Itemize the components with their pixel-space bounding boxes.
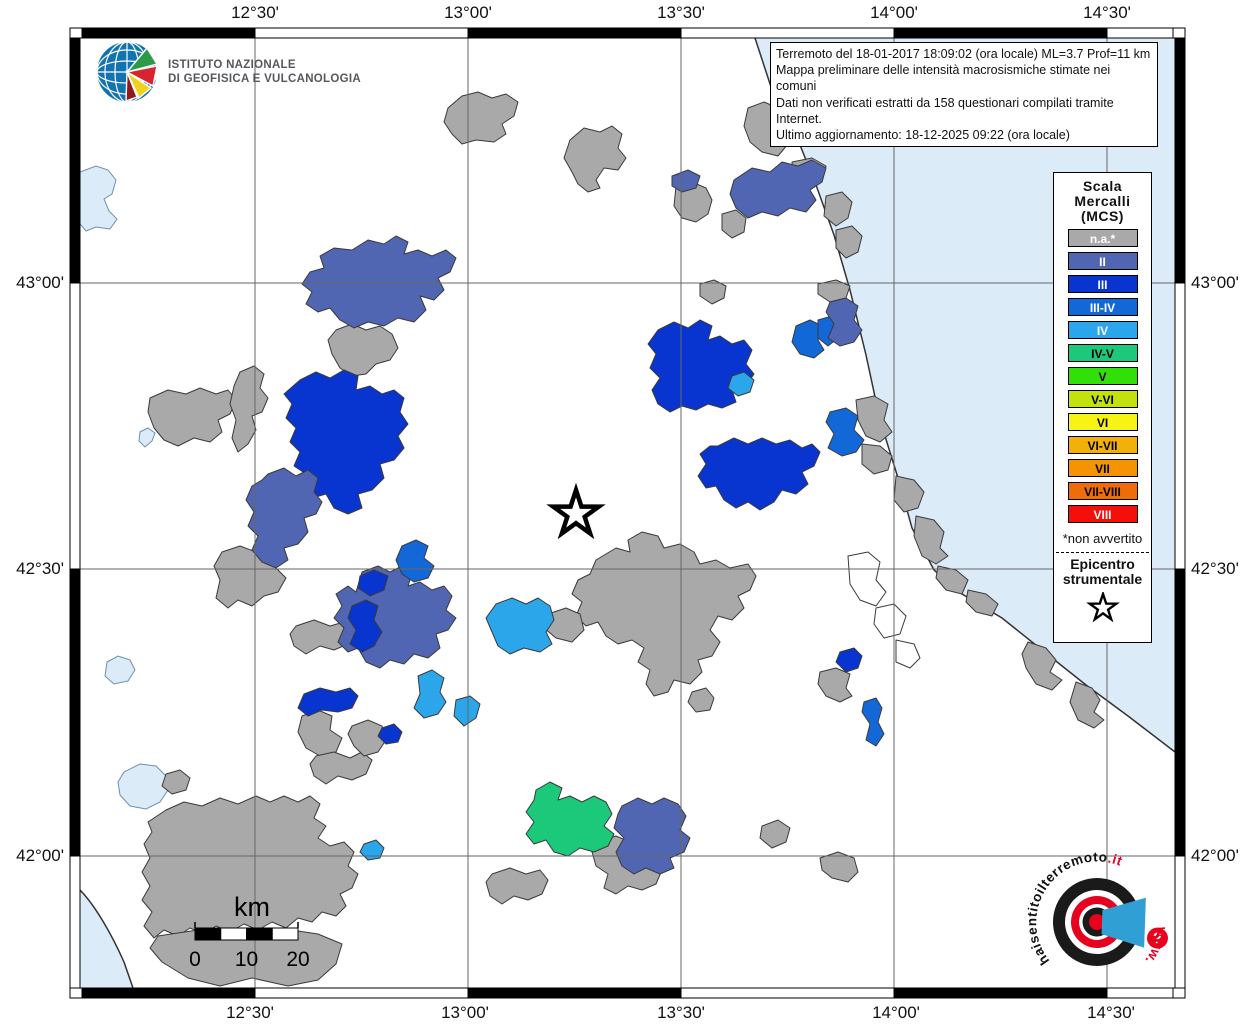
municipalities-not-felt bbox=[141, 91, 1105, 987]
ingv-globe-icon bbox=[96, 41, 159, 103]
scale-bar: km 0 10 20 bbox=[189, 892, 310, 971]
scale-bar-unit: km bbox=[234, 892, 270, 922]
ingv-logo: ISTITUTO NAZIONALE DI GEOFISICA E VULCAN… bbox=[95, 40, 361, 104]
legend-epicenter-star-icon bbox=[1085, 592, 1120, 623]
legend-divider bbox=[1056, 552, 1149, 553]
legend-swatch-VII-VIII: VII-VIII bbox=[1067, 482, 1138, 500]
legend-swatch-III: III bbox=[1067, 275, 1138, 293]
axis-right-42-30: 42°30' bbox=[1191, 559, 1239, 578]
axis-bottom-13-30: 13°30' bbox=[657, 1003, 705, 1022]
municipalities-intensity bbox=[245, 159, 885, 875]
axis-top-14-30: 14°30' bbox=[1083, 3, 1131, 22]
tyrrhenian-coastline bbox=[80, 889, 134, 988]
legend-title: Scala Mercalli (MCS) bbox=[1074, 178, 1131, 224]
legend-swatch-IV: IV bbox=[1067, 321, 1138, 339]
axis-left-42-00: 42°00' bbox=[16, 846, 64, 865]
legend-swatch-VIII: VIII bbox=[1067, 505, 1138, 523]
municipalities-no-data bbox=[847, 551, 921, 669]
map-frame bbox=[69, 27, 1186, 999]
axis-top-13-00: 13°00' bbox=[444, 3, 492, 22]
legend-swatch-II: II bbox=[1067, 252, 1138, 270]
axis-bottom-13-00: 13°00' bbox=[441, 1003, 489, 1022]
legend-footnote: *non avvertito bbox=[1062, 531, 1143, 546]
lake-small bbox=[138, 427, 156, 448]
axis-bottom-14-00: 14°00' bbox=[872, 1003, 920, 1022]
event-info-line3: Dati non verificati estratti da 158 ques… bbox=[776, 95, 1114, 126]
axis-top-12-30: 12°30' bbox=[231, 3, 279, 22]
event-info-line4: Ultimo aggiornamento: 18-12-2025 09:22 (… bbox=[776, 128, 1070, 143]
epicenter-star-icon bbox=[546, 482, 606, 540]
event-info-line1: Terremoto del 18-01-2017 18:09:02 (ora l… bbox=[776, 47, 1151, 61]
lakes bbox=[80, 165, 169, 810]
axis-bottom-12-30: 12°30' bbox=[226, 1003, 274, 1022]
ingv-logo-line2: DI GEOFISICA E VULCANOLOGIA bbox=[168, 73, 361, 85]
ingv-logo-line1: ISTITUTO NAZIONALE bbox=[168, 59, 296, 71]
map-interior bbox=[80, 38, 1175, 988]
legend-swatch-V: V bbox=[1067, 367, 1138, 385]
scale-tick-0: 0 bbox=[189, 948, 201, 971]
scale-tick-10: 10 bbox=[235, 948, 258, 971]
legend-swatch-na: n.a.* bbox=[1067, 229, 1138, 247]
event-info-line2: Mappa preliminare delle intensità macros… bbox=[776, 63, 1111, 94]
tyrrhenian-sea bbox=[80, 889, 134, 988]
legend-swatch-IV-V: IV-V bbox=[1067, 344, 1138, 362]
lake-bolsena bbox=[117, 763, 169, 810]
axis-right-42-00: 42°00' bbox=[1191, 846, 1239, 865]
legend-swatch-V-VI: V-VI bbox=[1067, 390, 1138, 408]
scale-tick-20: 20 bbox=[286, 948, 309, 971]
legend-swatch-VI-VII: VI-VII bbox=[1067, 436, 1138, 454]
event-info-box: Terremoto del 18-01-2017 18:09:02 (ora l… bbox=[770, 42, 1158, 148]
axis-bottom-14-30: 14°30' bbox=[1087, 1003, 1135, 1022]
legend-swatch-III-IV: III-IV bbox=[1067, 298, 1138, 316]
ingv-logo-text: ISTITUTO NAZIONALE DI GEOFISICA E VULCAN… bbox=[168, 58, 361, 86]
legend-epicenter-title: Epicentro strumentale bbox=[1062, 556, 1143, 587]
axis-top-14-00: 14°00' bbox=[870, 3, 918, 22]
question-badge: ? bbox=[1146, 927, 1168, 949]
megaphone-icon bbox=[1101, 897, 1146, 948]
axis-right-43-00: 43°00' bbox=[1191, 273, 1239, 292]
lake-vico bbox=[104, 655, 136, 685]
axis-top-13-30: 13°30' bbox=[657, 3, 705, 22]
lake-trasimeno bbox=[80, 165, 118, 232]
axis-left-43-00: 43°00' bbox=[16, 273, 64, 292]
legend-swatch-VII: VII bbox=[1067, 459, 1138, 477]
legend: Scala Mercalli (MCS) n.a.* II III III-IV… bbox=[1053, 172, 1152, 643]
legend-swatch-VI: VI bbox=[1067, 413, 1138, 431]
axis-left-42-30: 42°30' bbox=[16, 559, 64, 578]
question-mark: ? bbox=[1153, 930, 1163, 947]
